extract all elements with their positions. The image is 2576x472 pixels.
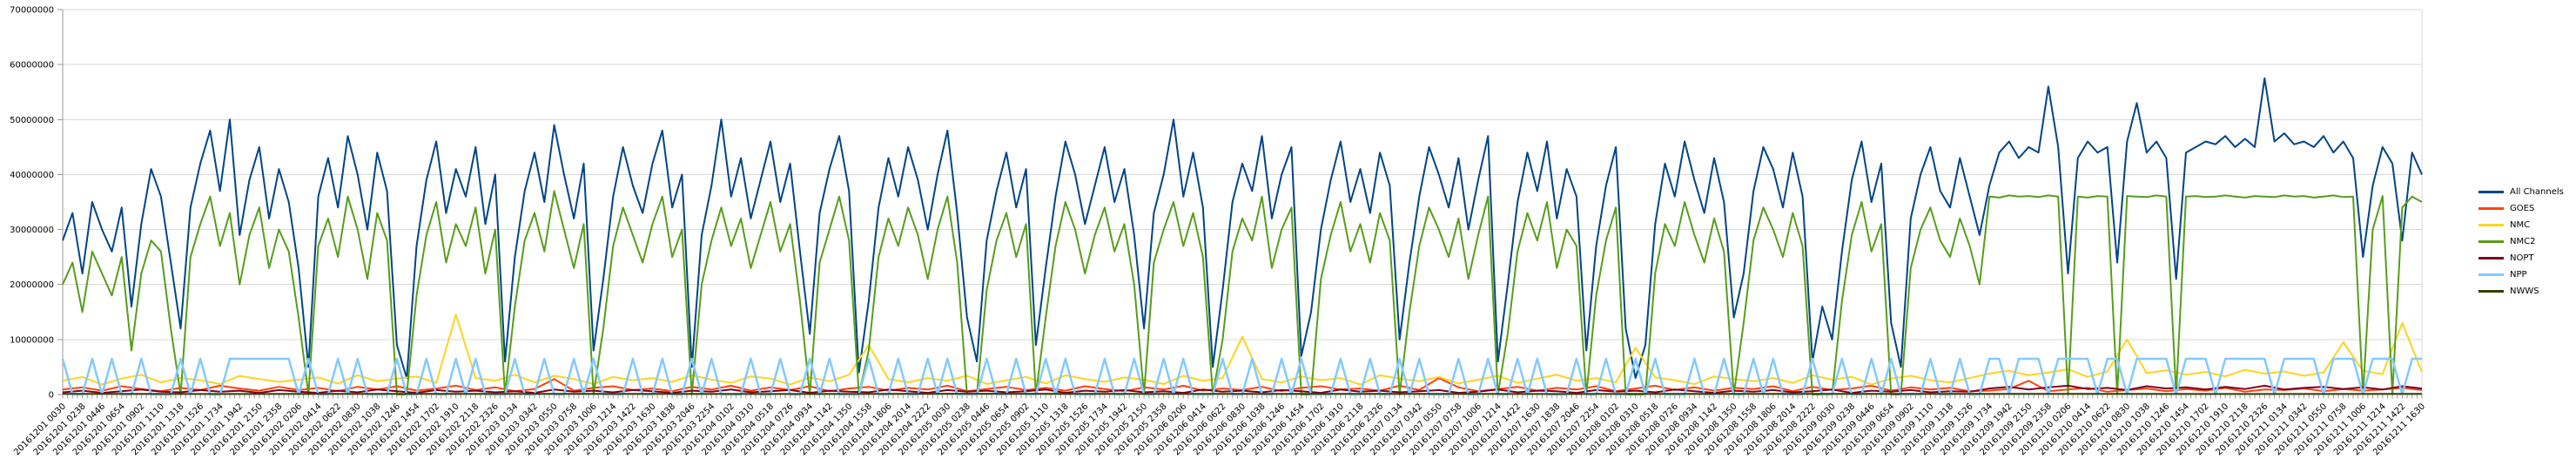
legend-line-swatch-nwws — [2478, 290, 2504, 293]
legend-item-all-channels: All Channels — [2478, 184, 2564, 200]
y-axis-tick-label: 50000000 — [10, 116, 54, 125]
legend-line-swatch-npp — [2478, 273, 2504, 276]
y-axis-tick-label: 20000000 — [10, 280, 54, 290]
series-line-nmc — [62, 314, 2423, 386]
y-axis-tick-label: 60000000 — [10, 61, 54, 71]
y-axis-tick-label: 10000000 — [10, 335, 54, 345]
legend-line-swatch-nopt — [2478, 257, 2504, 260]
legend-line-swatch-nmc — [2478, 224, 2504, 226]
y-axis-tick-label: 30000000 — [10, 226, 54, 235]
legend-label-nmc2: NMC2 — [2510, 237, 2536, 246]
legend-item-npp: NPP — [2478, 266, 2564, 283]
series-line-all-channels — [62, 77, 2423, 380]
legend-item-goes: GOES — [2478, 200, 2564, 217]
legend-label-nmc: NMC — [2510, 220, 2531, 230]
legend-item-nmc: NMC — [2478, 217, 2564, 233]
chart-legend: All Channels GOES NMC NMC2 NOPT NPP NWWS — [2478, 184, 2564, 300]
legend-label-npp: NPP — [2510, 270, 2527, 280]
legend-label-all-channels: All Channels — [2510, 187, 2564, 197]
legend-label-nopt: NOPT — [2510, 253, 2534, 263]
legend-item-nopt: NOPT — [2478, 250, 2564, 266]
y-axis-tick-label: 40000000 — [10, 171, 54, 180]
legend-line-swatch-nmc2 — [2478, 240, 2504, 243]
legend-item-nwws: NWWS — [2478, 283, 2564, 300]
legend-label-nwws: NWWS — [2510, 287, 2539, 296]
legend-line-swatch-goes — [2478, 207, 2504, 210]
legend-label-goes: GOES — [2510, 204, 2535, 213]
legend-line-swatch-all-channels — [2478, 191, 2504, 193]
y-axis-tick-label: 0 — [49, 391, 54, 401]
legend-item-nmc2: NMC2 — [2478, 233, 2564, 250]
y-axis-tick-label: 70000000 — [10, 6, 54, 16]
series-line-nmc2 — [62, 190, 2423, 395]
